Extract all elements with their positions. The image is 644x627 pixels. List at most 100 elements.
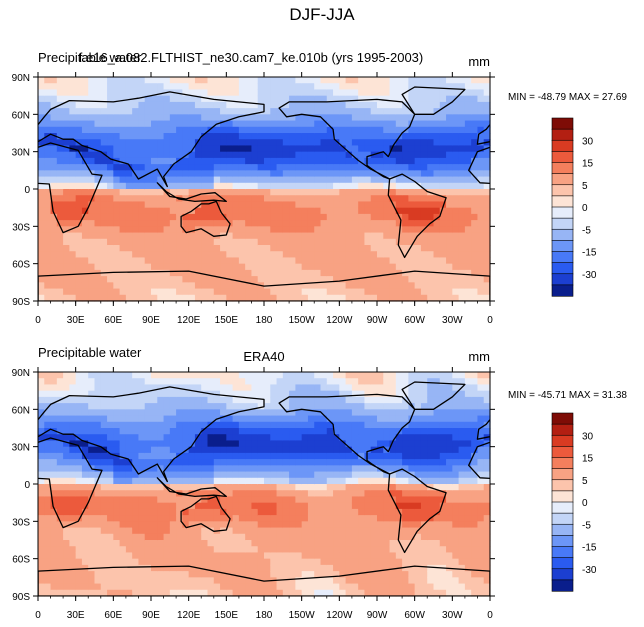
field-cell [169,245,177,252]
field-cell [370,396,378,404]
field-cell [176,571,183,578]
field-cell [125,126,133,134]
field-cell [213,182,221,190]
field-cell [383,415,391,423]
field-cell [100,288,108,296]
field-cell [194,558,202,566]
field-cell [307,446,315,454]
field-cell [339,133,347,140]
field-cell [433,213,441,221]
field-cell [477,170,485,178]
field-cell [182,145,190,153]
field-cell [389,95,397,103]
field-cell [439,176,447,184]
field-cell [314,213,322,221]
field-cell [100,182,108,190]
field-cell [151,465,158,473]
field-cell [408,477,416,485]
field-cell [56,428,64,435]
field-cell [333,238,340,246]
field-cell [339,440,347,448]
field-cell [232,527,240,535]
field-cell [226,151,234,159]
field-cell [88,471,96,479]
field-cell [270,95,278,103]
field-cell [144,245,152,252]
field-cell [107,176,114,184]
field-cell [207,484,215,491]
field-cell [402,540,409,547]
field-cell [50,564,58,572]
field-cell [345,95,353,103]
field-cell [477,276,485,283]
field-cell [220,226,227,234]
field-cell [464,201,472,209]
field-cell [289,238,296,246]
colorbar-label: 15 [582,159,594,170]
field-cell [282,101,290,109]
field-cell [132,245,140,252]
field-cell [427,409,435,417]
field-cell [351,415,359,423]
field-cell [420,101,428,109]
field-cell [345,540,353,547]
field-cell [232,428,240,435]
field-cell [345,515,353,522]
field-cell [213,490,221,498]
field-cell [226,471,234,479]
field-cell [207,257,215,265]
field-cell [339,533,347,541]
field-cell [295,170,303,178]
field-cell [320,164,328,171]
field-cell [333,114,340,122]
field-cell [301,577,309,585]
coastline [38,270,490,301]
field-cell [433,139,441,147]
field-cell [220,508,227,516]
field-cell [402,220,409,227]
field-cell [94,558,102,566]
field-cell [402,515,409,522]
field-cell [182,77,190,84]
field-cell [94,415,102,423]
field-cell [301,521,309,529]
field-cell [94,533,102,541]
field-cell [452,226,460,234]
field-cell [125,440,133,448]
field-cell [427,195,435,203]
field-cell [38,452,45,460]
field-cell [75,378,83,386]
field-cell [75,133,83,140]
field-cell [88,263,96,271]
field-cell [358,415,366,423]
field-cell [245,378,253,386]
field-cell [295,428,303,435]
field-cell [119,189,127,196]
field-cell [276,465,284,473]
field-cell [395,583,403,591]
field-cell [125,251,133,259]
field-cell [307,232,315,240]
field-cell [320,527,328,535]
field-cell [320,540,328,547]
field-cell [169,452,177,460]
field-cell [144,434,152,442]
field-cell [69,77,77,84]
field-cell [238,245,246,252]
field-cell [358,508,366,516]
field-cell [301,409,309,417]
field-cell [44,558,52,566]
field-cell [207,452,215,460]
field-cell [220,133,227,140]
field-cell [151,164,158,171]
field-cell [188,508,196,516]
field-cell [320,558,328,566]
field-cell [282,282,290,290]
field-cell [295,477,303,485]
field-cell [402,157,409,165]
field-cell [464,263,472,271]
field-cell [483,133,491,140]
field-cell [289,465,296,473]
field-cell [163,452,171,460]
field-cell [63,452,70,460]
